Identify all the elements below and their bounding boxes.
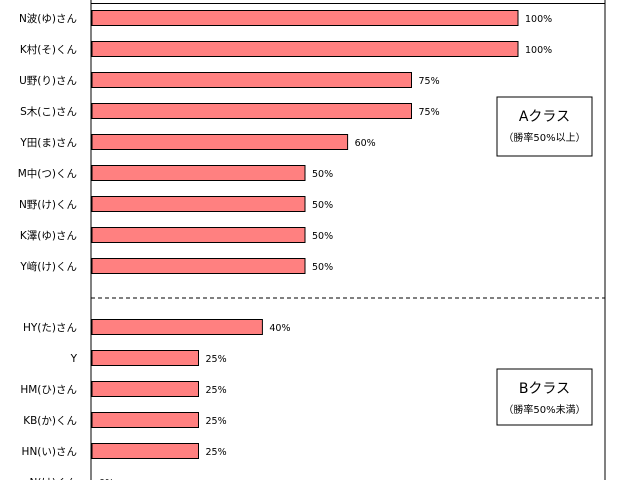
value-label: 100% <box>525 45 552 56</box>
category-label: N波(ゆ)さん <box>19 12 77 25</box>
value-label: 75% <box>419 107 440 118</box>
plot-frame <box>90 0 606 480</box>
category-label: K澤(ゆ)さん <box>20 230 77 242</box>
category-label: Y <box>70 353 78 365</box>
bars-layer <box>91 10 519 459</box>
category-label: Y﨑(け)くん <box>19 260 77 273</box>
value-label: 40% <box>269 323 290 334</box>
category-label: S木(こ)さん <box>20 106 77 118</box>
value-label: 50% <box>312 262 333 273</box>
bar-0-7 <box>91 227 306 243</box>
value-label: 50% <box>312 169 333 180</box>
category-label: Y田(ま)さん <box>19 137 77 149</box>
bar-1-4 <box>91 443 199 459</box>
category-label: KB(か)くん <box>23 415 77 427</box>
class-condition: （勝率50%以上） <box>503 131 585 144</box>
value-label: 100% <box>525 14 552 25</box>
value-label: 0% <box>99 478 114 480</box>
bar-0-5 <box>91 165 306 181</box>
category-label: M中(つ)くん <box>18 167 77 180</box>
bar-0-3 <box>91 103 412 119</box>
bar-1-2 <box>91 381 199 397</box>
labels-layer: N波(ゆ)さん 100% K村(そ)くん 100% U野(り)さん 75% S木(こ)さん 7… <box>18 12 552 480</box>
class-name: Aクラス <box>519 109 570 125</box>
bar-0-8 <box>91 258 306 274</box>
value-label: 50% <box>312 200 333 211</box>
class-condition: （勝率50%未満） <box>503 403 585 416</box>
category-label: K村(そ)くん <box>20 43 77 56</box>
class-legend-box <box>496 96 593 157</box>
value-label: 50% <box>312 231 333 242</box>
value-label: 25% <box>206 447 227 458</box>
value-label: 25% <box>206 416 227 427</box>
value-label: 25% <box>206 354 227 365</box>
category-label: HM(ひ)さん <box>20 384 77 396</box>
category-label: U野(り)さん <box>19 75 77 87</box>
bar-1-3 <box>91 412 199 428</box>
bar-0-2 <box>91 72 412 88</box>
bar-0-6 <box>91 196 306 212</box>
bar-1-0 <box>91 319 263 335</box>
category-label: N野(け)くん <box>19 199 77 211</box>
category-label: HN(い)さん <box>22 446 77 458</box>
bar-1-1 <box>91 350 199 366</box>
category-label: HY(た)さん <box>23 322 77 334</box>
value-label: 75% <box>419 76 440 87</box>
bar-0-4 <box>91 134 349 150</box>
bar-0-1 <box>91 41 519 57</box>
bar-0-0 <box>91 10 519 26</box>
category-label: N(け)くん <box>29 477 77 480</box>
value-label: 25% <box>206 385 227 396</box>
value-label: 60% <box>355 138 376 149</box>
class-boxes-layer: Aクラス （勝率50%以上） Bクラス （勝率50%未満） <box>496 96 593 426</box>
class-name: Bクラス <box>519 381 570 397</box>
class-legend-box <box>496 368 593 426</box>
